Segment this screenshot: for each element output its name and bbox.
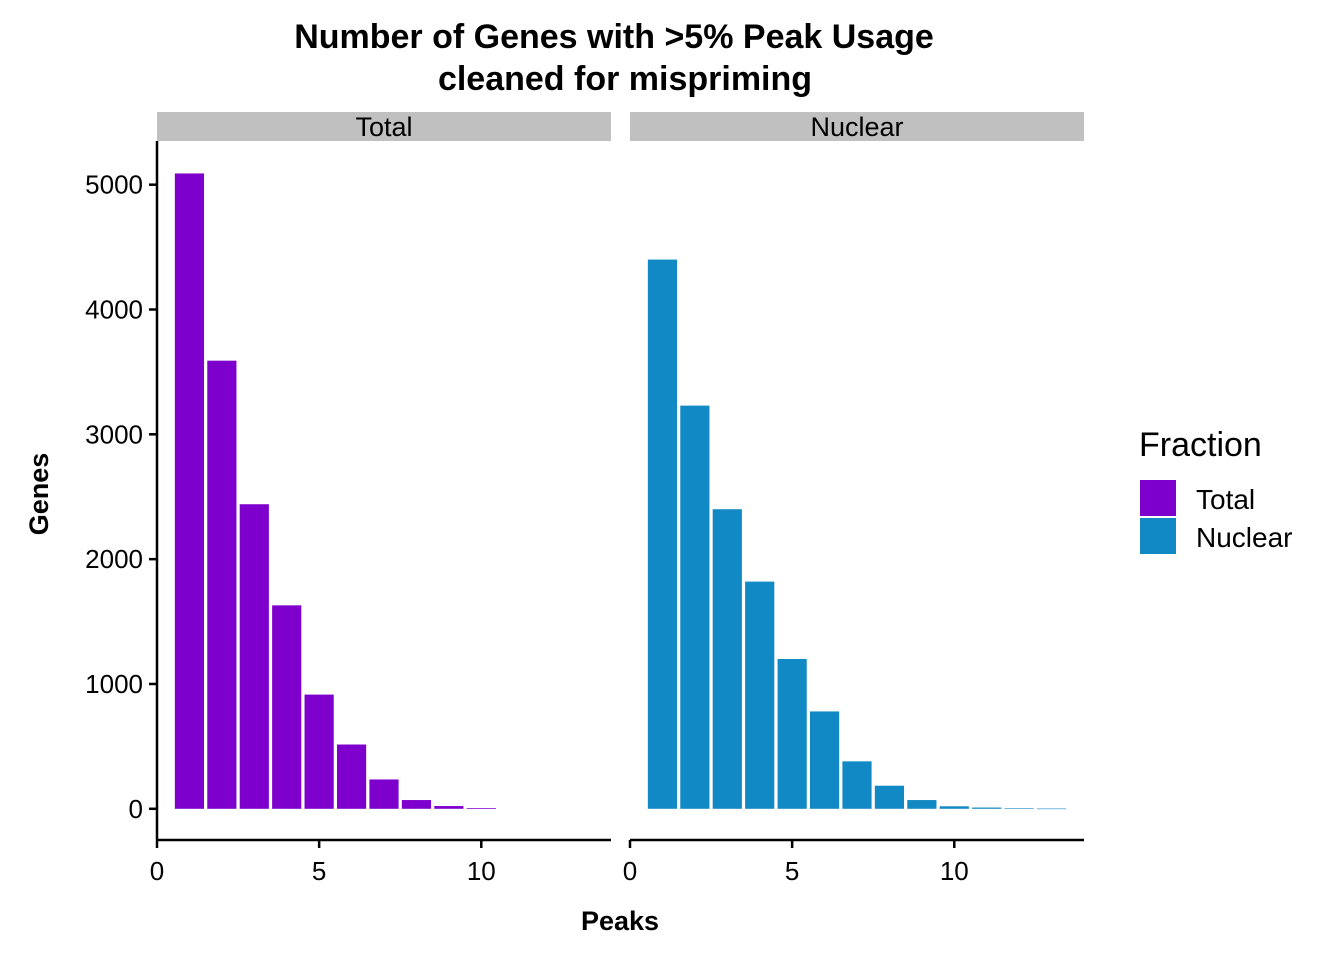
panel-total: Total 0 5 10	[150, 112, 611, 886]
bar-total-2	[207, 360, 237, 809]
bar-nuclear-2	[680, 405, 710, 809]
y-tick-label-3000: 3000	[85, 419, 143, 449]
y-tick-label-5000: 5000	[85, 170, 143, 200]
y-tick-label-1000: 1000	[85, 669, 143, 699]
legend-swatch-total	[1140, 480, 1176, 516]
bar-total-7	[369, 779, 399, 809]
y-tick-label-4000: 4000	[85, 295, 143, 325]
strip-total	[157, 112, 611, 141]
legend-label-total: Total	[1196, 484, 1255, 515]
x-axis-title: Peaks	[581, 906, 659, 936]
strip-nuclear	[630, 112, 1084, 141]
legend-title: Fraction	[1139, 426, 1262, 464]
bar-total-1	[174, 173, 205, 809]
bar-nuclear-11	[972, 807, 1002, 809]
bar-total-4	[272, 605, 302, 809]
bar-nuclear-3	[712, 509, 742, 809]
chart-title: Number of Genes with >5% Peak Usage	[294, 18, 934, 56]
bar-nuclear-4	[745, 581, 775, 809]
x-tick-label-nuclear-0: 0	[623, 856, 637, 886]
bar-nuclear-9	[907, 800, 937, 809]
bar-total-9	[434, 806, 464, 809]
x-tick-label-nuclear-5: 5	[785, 856, 799, 886]
y-tick-label-0: 0	[129, 794, 143, 824]
legend: Fraction Total Nuclear	[1139, 426, 1292, 554]
x-tick-label-nuclear-10: 10	[940, 856, 969, 886]
bar-nuclear-5	[777, 659, 807, 809]
bar-total-3	[239, 504, 269, 809]
bar-nuclear-13	[1036, 808, 1067, 810]
panel-nuclear: Nuclear 0 5 10	[623, 112, 1084, 886]
y-tick-label-2000: 2000	[85, 544, 143, 574]
bar-nuclear-12	[1004, 808, 1034, 809]
bar-total-6	[336, 744, 367, 809]
x-tick-label-total-0: 0	[150, 856, 164, 886]
bar-nuclear-10	[939, 806, 969, 809]
x-tick-label-total-10: 10	[467, 856, 496, 886]
legend-label-nuclear: Nuclear	[1196, 522, 1292, 553]
bar-total-5	[304, 694, 334, 809]
y-axis-title: Genes	[24, 453, 54, 536]
bar-total-8	[401, 800, 432, 809]
bar-nuclear-8	[874, 785, 905, 809]
chart-subtitle: cleaned for mispriming	[438, 60, 812, 98]
bar-total-10	[466, 808, 496, 809]
strip-label-nuclear: Nuclear	[810, 112, 903, 142]
bar-nuclear-6	[809, 711, 840, 809]
bar-nuclear-1	[647, 259, 678, 809]
strip-label-total: Total	[355, 112, 412, 142]
bar-nuclear-7	[842, 761, 872, 809]
x-tick-label-total-5: 5	[312, 856, 326, 886]
y-axis: 0 1000 2000 3000 4000 5000	[85, 141, 159, 840]
legend-swatch-nuclear	[1140, 518, 1176, 554]
